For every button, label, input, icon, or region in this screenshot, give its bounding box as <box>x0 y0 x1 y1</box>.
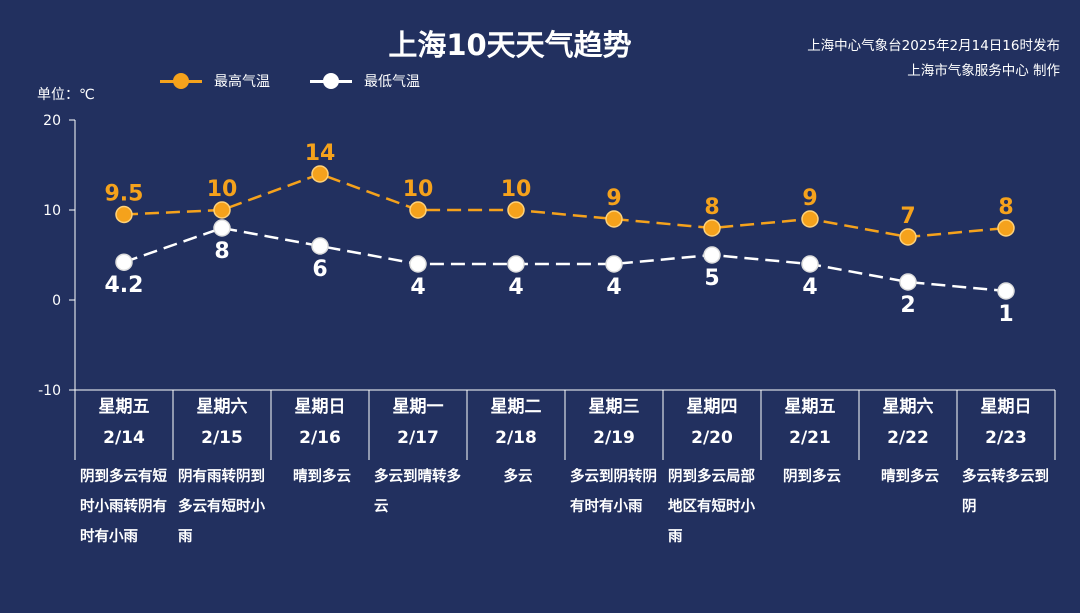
high-temp-label: 8 <box>704 195 719 220</box>
high-temp-point <box>801 210 819 228</box>
low-temp-point <box>605 255 623 273</box>
weather-description: 阴到多云局部地区有短时小雨 <box>668 469 755 545</box>
weekday-label: 星期三 <box>588 397 640 417</box>
weather-description: 多云 <box>503 469 533 485</box>
weather-description: 晴到多云 <box>293 469 351 485</box>
low-temp-point <box>703 246 721 264</box>
low-temp-label: 6 <box>312 257 327 282</box>
legend-low-label: 最低气温 <box>364 74 420 90</box>
day-header: 星期一 2/17 <box>369 392 467 454</box>
high-temp-line <box>123 172 1007 239</box>
date-label: 2/14 <box>103 428 145 448</box>
unit-label: 单位：℃ <box>37 87 95 103</box>
weather-description: 阴到多云有短时小雨转阴有时有小雨 <box>80 469 167 545</box>
y-tick-label: -10 <box>38 383 61 399</box>
legend-item-high: 最高气温 <box>160 71 270 91</box>
low-temp-point <box>899 273 917 291</box>
low-temp-label: 4 <box>802 275 817 300</box>
high-temp-point <box>409 201 427 219</box>
high-temp-point <box>507 201 525 219</box>
weather-description: 多云转多云到阴 <box>962 469 1049 515</box>
producer-line: 上海市气象服务中心 制作 <box>907 63 1060 79</box>
low-temp-point <box>409 255 427 273</box>
date-label: 2/20 <box>691 428 733 448</box>
issuer-info: 上海中心气象台2025年2月14日16时发布 上海市气象服务中心 制作 <box>807 34 1060 84</box>
day-header: 星期五 2/14 <box>75 392 173 454</box>
day-header: 星期六 2/15 <box>173 392 271 454</box>
low-temp-point <box>507 255 525 273</box>
weather-description: 晴到多云 <box>881 469 939 485</box>
low-temp-line <box>123 226 1007 293</box>
weekday-label: 星期一 <box>392 397 444 417</box>
low-temp-label: 5 <box>704 266 719 291</box>
legend-low-marker <box>310 71 352 91</box>
low-temp-label: 8 <box>214 239 229 264</box>
day-header: 星期日 2/23 <box>957 392 1055 454</box>
date-label: 2/17 <box>397 428 439 448</box>
weekday-label: 星期六 <box>196 397 248 417</box>
weekday-label: 星期四 <box>686 397 738 417</box>
low-temp-point <box>115 253 133 271</box>
high-temp-label: 7 <box>900 204 915 229</box>
high-temp-label: 10 <box>403 177 434 202</box>
high-temp-label: 9 <box>802 186 817 211</box>
high-temp-point <box>605 210 623 228</box>
high-temp-label: 9 <box>606 186 621 211</box>
high-temp-point <box>899 228 917 246</box>
day-header: 星期六 2/22 <box>859 392 957 454</box>
low-temp-point <box>213 219 231 237</box>
y-tick-label: 0 <box>52 293 61 309</box>
low-temp-label: 2 <box>900 293 915 318</box>
low-temp-label: 4 <box>606 275 621 300</box>
chart-title: 上海10天天气趋势 <box>388 28 632 62</box>
high-temp-point <box>115 205 133 224</box>
date-label: 2/23 <box>985 428 1027 448</box>
weekday-label: 星期日 <box>294 397 346 417</box>
weekday-label: 星期五 <box>784 397 836 417</box>
high-temp-label: 10 <box>207 177 238 202</box>
date-label: 2/22 <box>887 428 929 448</box>
high-temp-point <box>997 219 1015 237</box>
low-temp-label: 4 <box>410 275 425 300</box>
weather-description: 阴有雨转阴到多云有短时小雨 <box>178 469 265 545</box>
high-temp-point <box>213 201 231 219</box>
day-header: 星期日 2/16 <box>271 392 369 454</box>
weekday-label: 星期六 <box>882 397 934 417</box>
low-temp-point <box>801 255 819 273</box>
legend-high-marker <box>160 71 202 91</box>
legend-item-low: 最低气温 <box>310 71 420 91</box>
legend-high-label: 最高气温 <box>214 74 270 90</box>
weekday-label: 星期二 <box>490 397 542 417</box>
weekday-label: 星期日 <box>980 397 1032 417</box>
weather-description: 多云到晴转多云 <box>374 469 461 515</box>
date-label: 2/21 <box>789 428 831 448</box>
weekday-label: 星期五 <box>98 397 150 417</box>
issue-line: 上海中心气象台2025年2月14日16时发布 <box>807 38 1060 54</box>
high-temp-label: 8 <box>998 195 1013 220</box>
day-header: 星期三 2/19 <box>565 392 663 454</box>
date-label: 2/18 <box>495 428 537 448</box>
low-temp-point <box>311 237 329 255</box>
high-temp-label: 9.5 <box>105 182 144 207</box>
weather-description: 多云到阴转阴有时有小雨 <box>570 469 657 515</box>
date-label: 2/15 <box>201 428 243 448</box>
high-temp-label: 10 <box>501 177 532 202</box>
y-tick-label: 10 <box>43 203 61 219</box>
day-header: 星期五 2/21 <box>761 392 859 454</box>
low-temp-label: 4 <box>508 275 523 300</box>
low-temp-label: 4.2 <box>105 273 144 298</box>
high-temp-label: 14 <box>305 141 336 166</box>
y-tick-label: 20 <box>43 113 61 129</box>
day-header: 星期四 2/20 <box>663 392 761 454</box>
low-temp-label: 1 <box>998 302 1013 327</box>
weather-description: 阴到多云 <box>783 469 841 485</box>
date-label: 2/19 <box>593 428 635 448</box>
high-temp-point <box>311 165 329 183</box>
high-temp-point <box>703 219 721 237</box>
date-label: 2/16 <box>299 428 341 448</box>
low-temp-point <box>997 282 1015 300</box>
day-header: 星期二 2/18 <box>467 392 565 454</box>
